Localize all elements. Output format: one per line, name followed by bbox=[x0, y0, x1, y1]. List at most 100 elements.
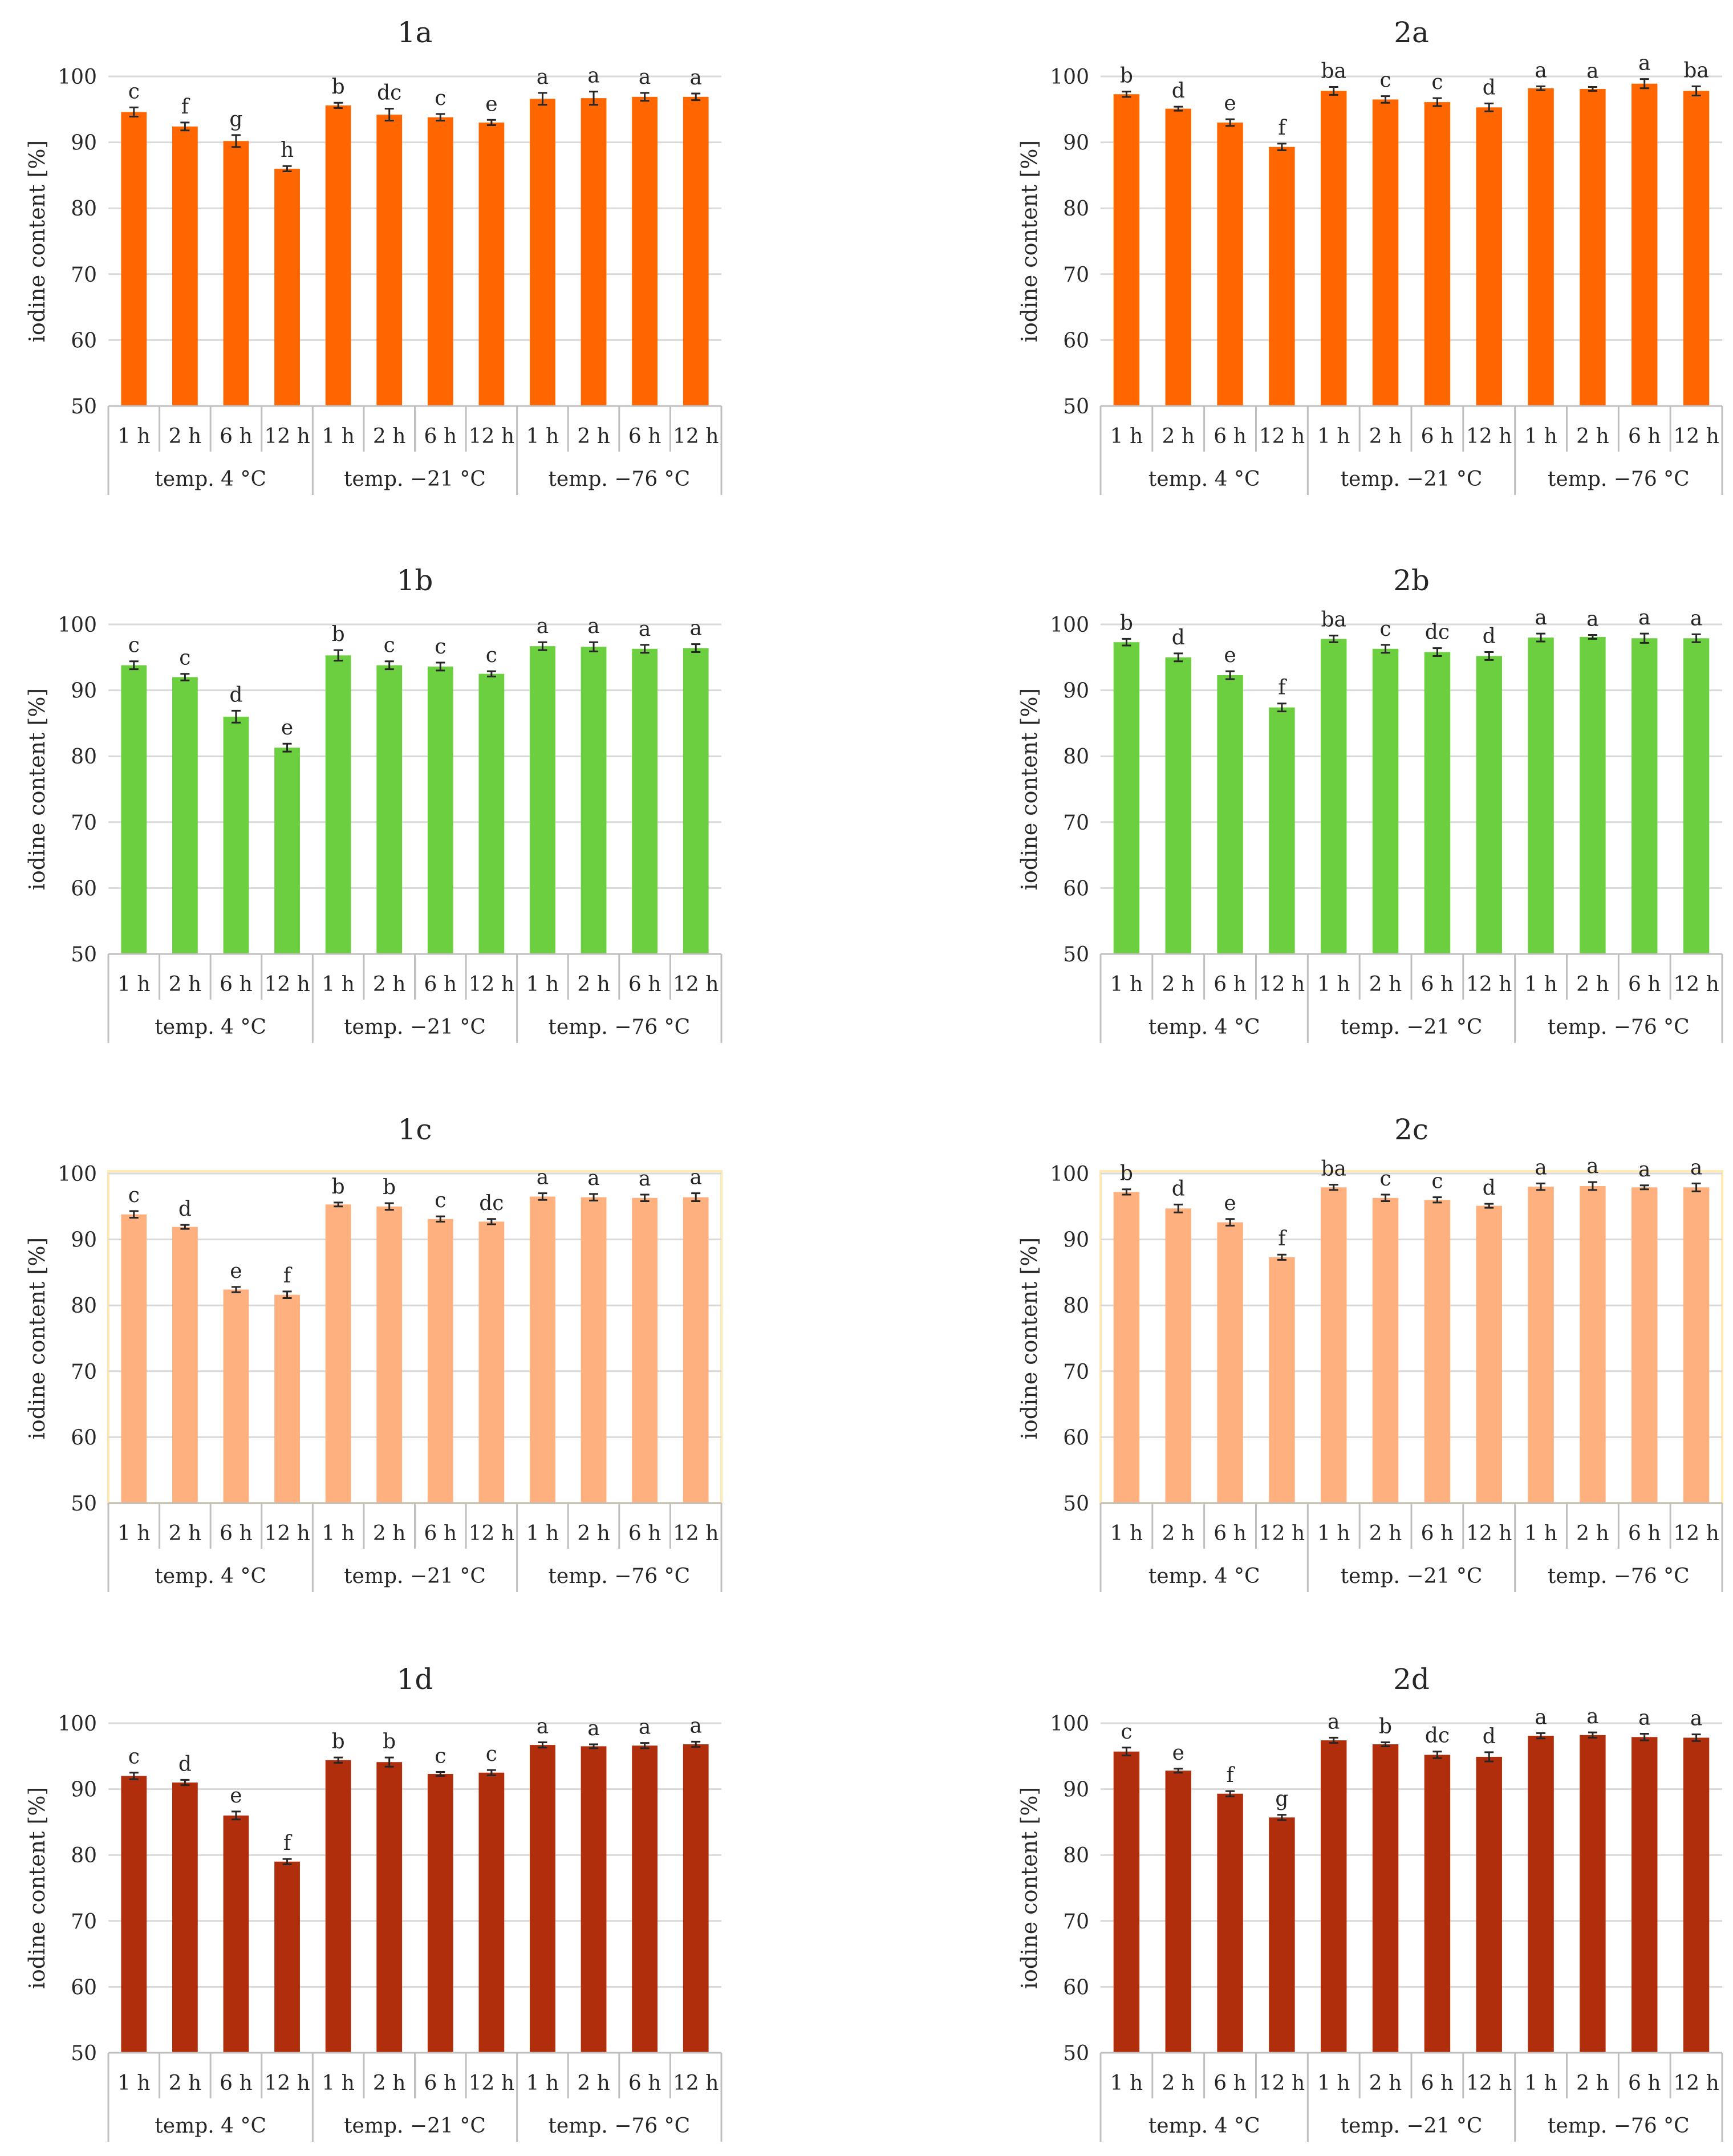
group-label: temp. 4 °C bbox=[1148, 1565, 1260, 1588]
bar bbox=[427, 666, 453, 954]
bar bbox=[530, 646, 555, 954]
chart-title: 2c bbox=[1394, 1113, 1428, 1146]
plot-area-border bbox=[107, 1170, 723, 1504]
significance-letter: dc bbox=[1425, 1724, 1450, 1748]
significance-letter: a bbox=[587, 1167, 599, 1190]
bar bbox=[1165, 1208, 1191, 1503]
significance-letter: c bbox=[435, 1745, 446, 1768]
significance-letter: d bbox=[1483, 1176, 1496, 1200]
y-tick-label: 60 bbox=[71, 329, 97, 352]
y-tick-label: 60 bbox=[1063, 1976, 1089, 1999]
x-tick-label: 1 h bbox=[1524, 1522, 1557, 1545]
bar bbox=[1424, 1200, 1451, 1503]
y-tick-label: 80 bbox=[71, 1844, 97, 1867]
significance-letter: b bbox=[332, 75, 345, 99]
significance-letter: a bbox=[1586, 1155, 1598, 1178]
x-tick-label: 1 h bbox=[1317, 2072, 1350, 2095]
significance-letter: a bbox=[1535, 59, 1547, 82]
x-tick-label: 12 h bbox=[1673, 425, 1719, 448]
group-label: temp. −76 °C bbox=[1548, 1016, 1690, 1039]
y-tick-label: 70 bbox=[1063, 1361, 1089, 1384]
bar bbox=[1372, 648, 1399, 954]
x-tick-label: 1 h bbox=[117, 973, 151, 996]
group-label: temp. −76 °C bbox=[1548, 1565, 1690, 1588]
bar bbox=[1528, 88, 1554, 407]
significance-letter: a bbox=[1638, 1158, 1650, 1181]
x-tick-label: 1 h bbox=[526, 1522, 559, 1545]
bar bbox=[632, 1745, 658, 2053]
bar bbox=[274, 748, 300, 954]
x-tick-label: 6 h bbox=[1628, 425, 1661, 448]
x-tick-label: 6 h bbox=[1421, 1522, 1454, 1545]
x-tick-label: 1 h bbox=[1317, 1522, 1350, 1545]
bar bbox=[1321, 1187, 1347, 1503]
group-label: temp. −76 °C bbox=[548, 468, 690, 491]
group-label: temp. −21 °C bbox=[1341, 1565, 1483, 1588]
bar bbox=[1321, 639, 1347, 954]
y-tick-label: 80 bbox=[1063, 197, 1089, 221]
group-label: temp. −21 °C bbox=[344, 468, 486, 491]
significance-letter: g bbox=[1275, 1788, 1288, 1811]
y-tick-label: 90 bbox=[71, 1779, 97, 1802]
group-label: temp. 4 °C bbox=[155, 1016, 266, 1039]
x-tick-label: 2 h bbox=[169, 425, 202, 448]
bar bbox=[1683, 638, 1710, 954]
x-tick-label: 1 h bbox=[1110, 1522, 1143, 1545]
bar bbox=[1217, 122, 1243, 407]
x-tick-label: 1 h bbox=[117, 2072, 151, 2095]
y-tick-label: 100 bbox=[1050, 1163, 1089, 1186]
x-tick-label: 6 h bbox=[424, 973, 457, 996]
y-axis-label: iodine content [%] bbox=[1017, 1237, 1042, 1440]
y-tick-label: 50 bbox=[1063, 943, 1089, 967]
chart-title: 2a bbox=[1394, 16, 1429, 49]
group-label: temp. −76 °C bbox=[548, 2114, 690, 2138]
y-tick-label: 50 bbox=[71, 1492, 97, 1516]
x-tick-label: 2 h bbox=[373, 2072, 406, 2095]
y-axis-label: iodine content [%] bbox=[25, 1787, 50, 1989]
significance-letter: b bbox=[332, 1730, 345, 1753]
y-tick-label: 80 bbox=[1063, 1844, 1089, 1867]
bar bbox=[172, 126, 198, 406]
x-tick-label: 1 h bbox=[1110, 425, 1143, 448]
x-tick-label: 2 h bbox=[373, 425, 406, 448]
significance-letter: c bbox=[128, 1745, 140, 1769]
bar bbox=[478, 1772, 505, 2053]
bar bbox=[376, 1762, 403, 2053]
significance-letter: c bbox=[128, 1184, 140, 1207]
bar bbox=[1321, 91, 1347, 406]
bar bbox=[376, 115, 403, 406]
significance-letter: b bbox=[383, 1176, 396, 1199]
significance-letter: a bbox=[1328, 1710, 1340, 1733]
y-tick-label: 50 bbox=[1063, 1492, 1089, 1516]
significance-letter: f bbox=[283, 1264, 293, 1288]
y-tick-label: 90 bbox=[1063, 132, 1089, 155]
significance-letter: a bbox=[1586, 1705, 1598, 1728]
y-tick-label: 100 bbox=[1050, 66, 1089, 89]
x-tick-label: 12 h bbox=[1673, 973, 1719, 996]
significance-letter: d bbox=[178, 1752, 192, 1776]
significance-letter: c bbox=[1431, 1170, 1443, 1193]
x-tick-label: 12 h bbox=[469, 425, 514, 448]
bar bbox=[172, 1227, 198, 1503]
bar bbox=[1217, 1793, 1243, 2053]
significance-letter: a bbox=[689, 66, 701, 90]
significance-letter: c bbox=[179, 647, 190, 670]
significance-letter: f bbox=[1278, 116, 1287, 140]
bar bbox=[632, 96, 658, 406]
significance-letter: c bbox=[435, 1189, 446, 1212]
x-tick-label: 12 h bbox=[1466, 1522, 1512, 1545]
plot-area-border bbox=[1099, 1170, 1723, 1504]
significance-letter: a bbox=[537, 1715, 549, 1739]
x-tick-label: 12 h bbox=[1673, 1522, 1719, 1545]
bar bbox=[581, 1197, 607, 1503]
x-tick-label: 6 h bbox=[424, 425, 457, 448]
bar bbox=[1113, 642, 1140, 954]
significance-letter: b bbox=[1120, 611, 1133, 635]
x-tick-label: 6 h bbox=[1628, 1522, 1661, 1545]
bar bbox=[1372, 1197, 1399, 1503]
y-axis-label: iodine content [%] bbox=[1017, 688, 1042, 891]
bar bbox=[1217, 1222, 1243, 1503]
significance-letter: a bbox=[1535, 1156, 1547, 1179]
x-tick-label: 12 h bbox=[1259, 1522, 1305, 1545]
x-tick-label: 12 h bbox=[1259, 425, 1305, 448]
